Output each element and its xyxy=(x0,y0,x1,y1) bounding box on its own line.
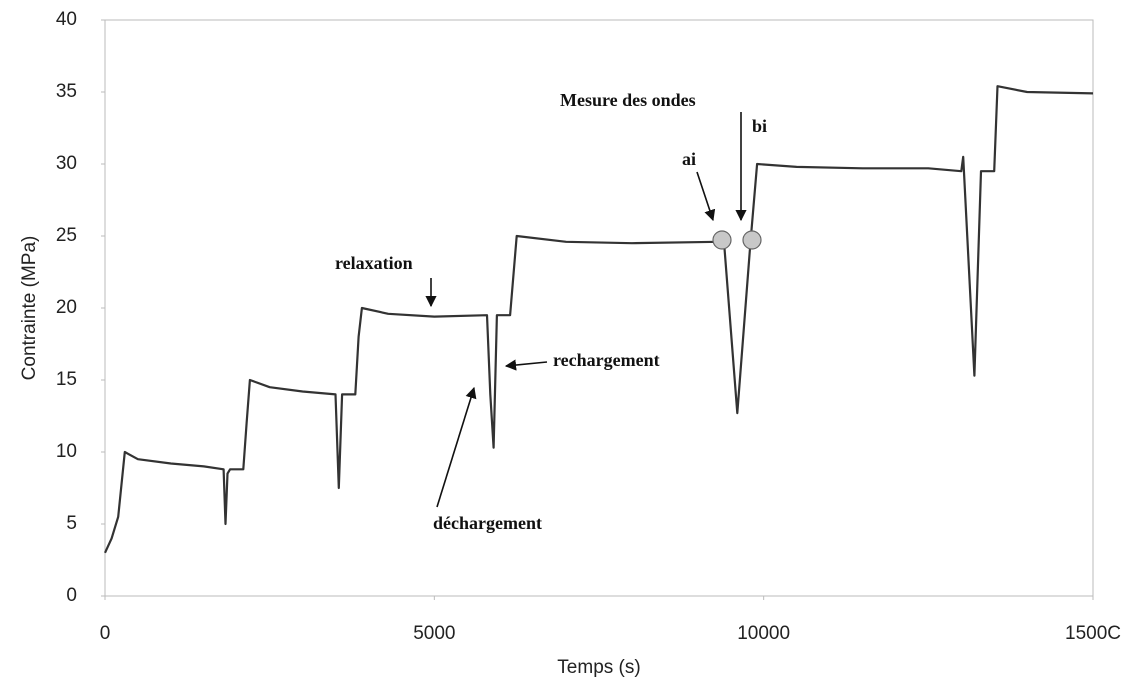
x-tick-label: 1500C xyxy=(1065,623,1121,644)
x-tick-label: 10000 xyxy=(737,623,790,644)
y-tick-label: 30 xyxy=(56,153,77,174)
y-tick-label: 15 xyxy=(56,369,77,390)
y-tick-label: 20 xyxy=(56,297,77,318)
annotation: Mesure des ondes xyxy=(560,90,696,110)
x-axis-label: Temps (s) xyxy=(557,657,640,678)
annotation: bi xyxy=(752,116,767,136)
measure-point xyxy=(742,230,762,250)
x-tick-label: 0 xyxy=(100,623,111,644)
y-tick-label: 40 xyxy=(56,9,77,30)
y-tick-label: 0 xyxy=(66,585,77,606)
y-axis-label: Contrainte (MPa) xyxy=(19,236,40,381)
annotation: déchargement xyxy=(433,513,542,533)
annotation-arrow xyxy=(436,386,477,508)
annotation-arrow xyxy=(696,171,716,222)
annotation-arrow xyxy=(504,359,548,371)
annotation: rechargement xyxy=(553,350,660,370)
annotation: ai xyxy=(682,149,696,169)
y-tick-label: 35 xyxy=(56,81,77,102)
measure-point xyxy=(712,230,732,250)
y-tick-label: 5 xyxy=(66,513,77,534)
y-tick-label: 10 xyxy=(56,441,77,462)
y-tick-label: 25 xyxy=(56,225,77,246)
data-line xyxy=(104,85,1094,554)
annotation: relaxation xyxy=(335,253,413,273)
x-tick-label: 5000 xyxy=(413,623,455,644)
